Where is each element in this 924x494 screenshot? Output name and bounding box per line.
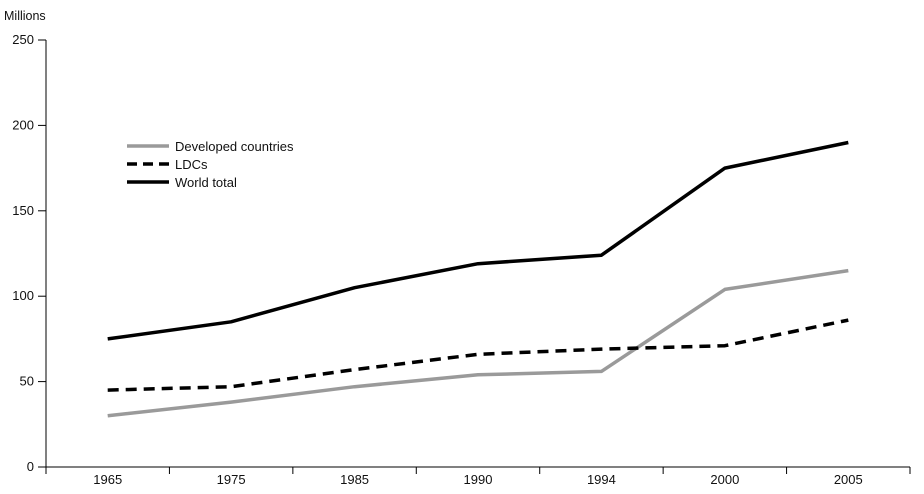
- x-tick-label: 1975: [217, 472, 246, 487]
- y-tick-label: 50: [20, 374, 34, 389]
- legend-label-world-total: World total: [175, 175, 237, 190]
- x-tick-label: 2000: [710, 472, 739, 487]
- axes: 0 50 100 150 200 250 1965 1975 1985 1990 1994 2000 2…: [12, 32, 910, 487]
- series-line-ldcs: [108, 320, 849, 390]
- x-tick-label: 1990: [464, 472, 493, 487]
- y-tick-label: 0: [27, 459, 34, 474]
- legend: Developed countries LDCs World total: [127, 139, 294, 190]
- x-tick-label: 1985: [340, 472, 369, 487]
- series-line-world-total: [108, 143, 849, 339]
- y-tick-label: 200: [12, 117, 34, 132]
- y-tick-label: 250: [12, 32, 34, 47]
- x-tick-label: 1965: [93, 472, 122, 487]
- y-tick-label: 150: [12, 203, 34, 218]
- legend-label-ldcs: LDCs: [175, 157, 208, 172]
- x-tick-label: 1994: [587, 472, 616, 487]
- y-axis-unit-label: Millions: [4, 9, 46, 23]
- legend-label-developed-countries: Developed countries: [175, 139, 294, 154]
- x-tick-label: 2005: [834, 472, 863, 487]
- y-tick-label: 100: [12, 288, 34, 303]
